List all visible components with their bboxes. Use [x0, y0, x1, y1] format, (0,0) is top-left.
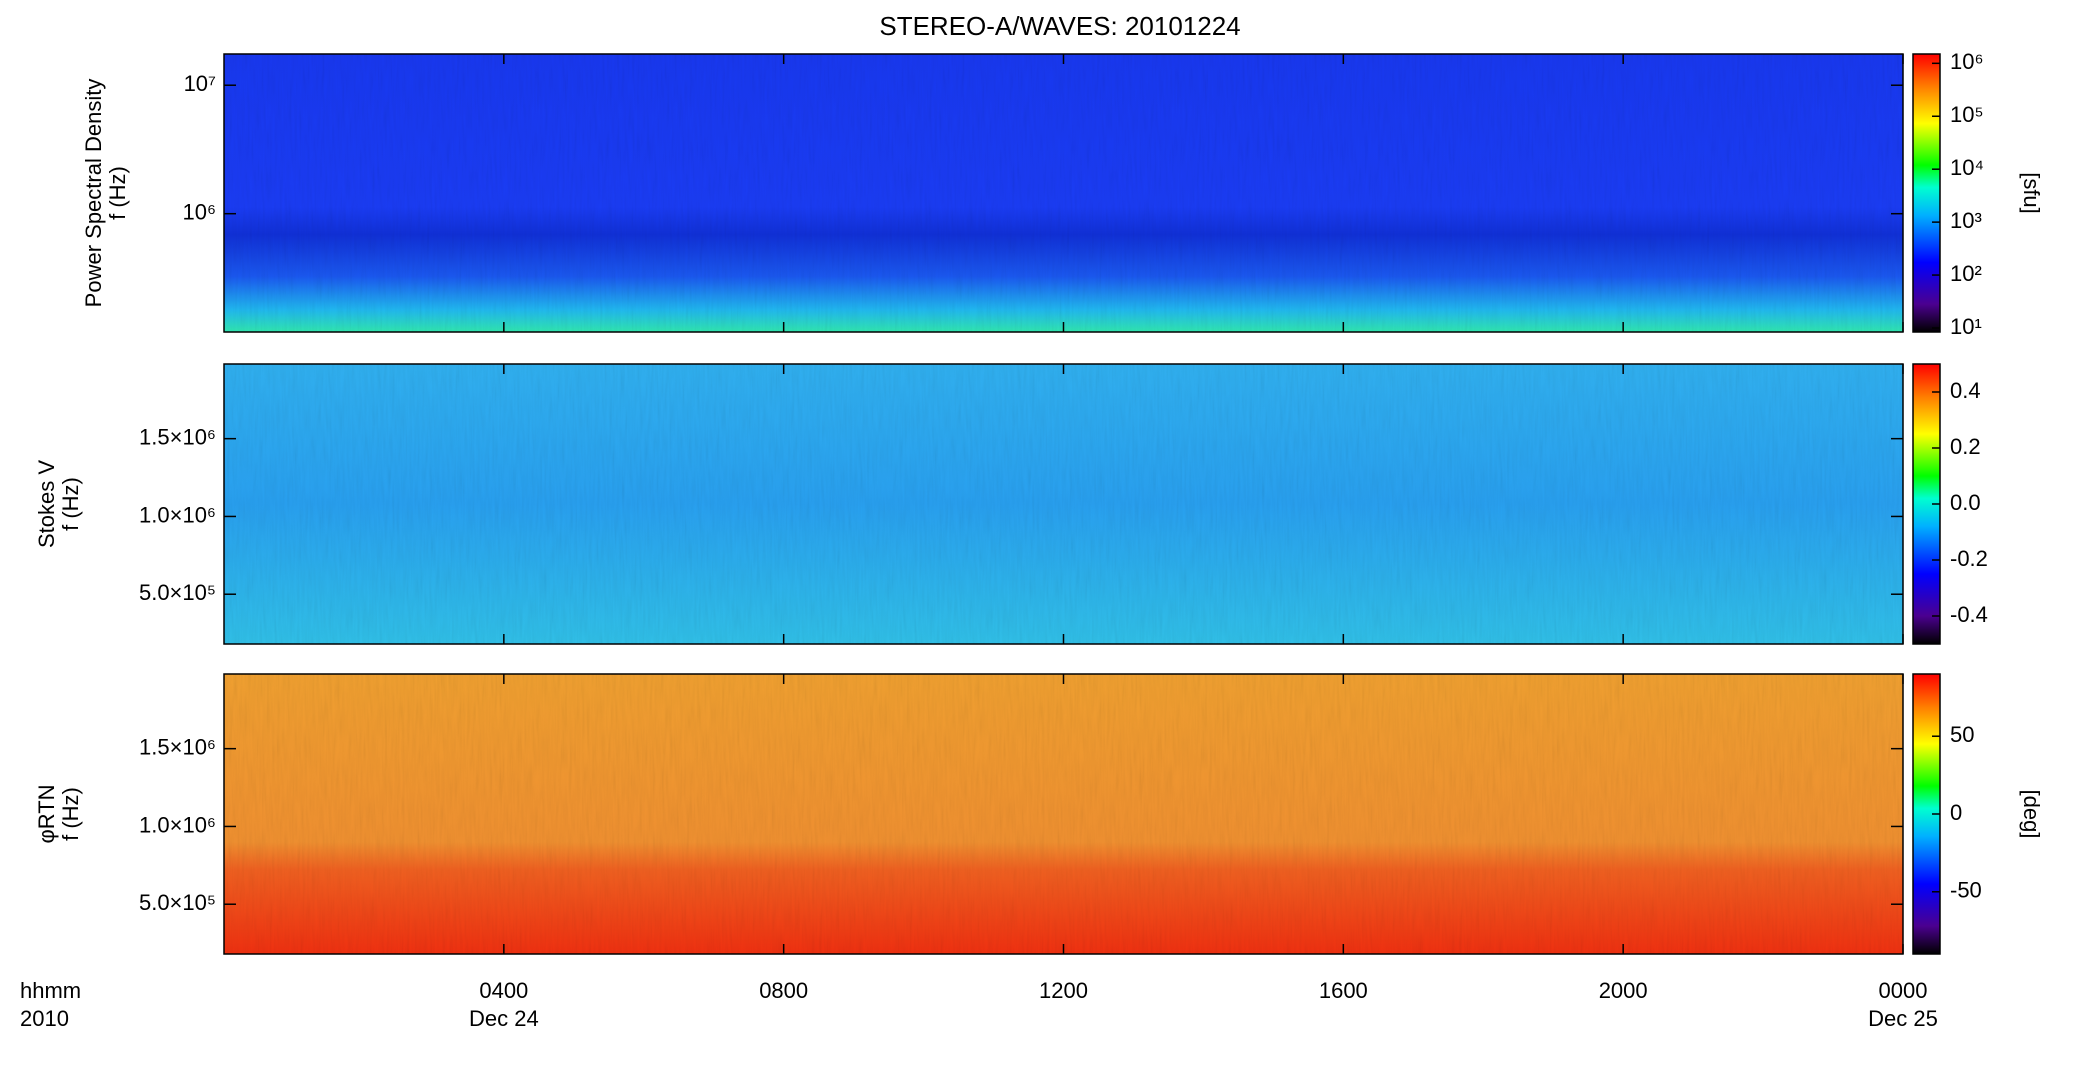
colorbar-tick-label: 10⁵ — [1950, 102, 1984, 127]
y-tick-label: 1.5×10⁶ — [139, 424, 216, 449]
colorbar-tick-label: 10³ — [1950, 208, 1982, 233]
x-tick-label: 0800 — [759, 978, 808, 1003]
x-date-label: Dec 24 — [469, 1006, 539, 1031]
colorbar-label: [sfu] — [2019, 172, 2044, 214]
colorbar-tick-label: 0.2 — [1950, 434, 1981, 459]
x-tick-label: 1200 — [1039, 978, 1088, 1003]
y-axis-label: f (Hz) — [58, 787, 83, 841]
colorbar-tick-label: 0.0 — [1950, 490, 1981, 515]
colorbar-tick-label: 10⁴ — [1950, 155, 1984, 180]
x-tick-label: 0000 — [1879, 978, 1928, 1003]
spectrogram-texture — [224, 364, 1903, 644]
y-tick-label: 5.0×10⁵ — [139, 580, 216, 605]
x-tick-label: 1600 — [1319, 978, 1368, 1003]
chart-title: STEREO-A/WAVES: 20101224 — [879, 11, 1240, 41]
y-tick-label: 1.0×10⁶ — [139, 502, 216, 527]
colorbar-tick-label: -0.2 — [1950, 546, 1988, 571]
x-tick-label: 2000 — [1599, 978, 1648, 1003]
y-tick-label: 1.0×10⁶ — [139, 812, 216, 837]
x-date-label: Dec 25 — [1868, 1006, 1938, 1031]
y-tick-label: 10⁷ — [184, 71, 216, 96]
spectrogram-texture — [224, 54, 1903, 332]
colorbar-tick-label: 0.4 — [1950, 378, 1981, 403]
y-axis-label: f (Hz) — [58, 477, 83, 531]
colorbar-tick-label: 10² — [1950, 261, 1982, 286]
colorbar-tick-label: 50 — [1950, 722, 1974, 747]
colorbar-tick-label: -50 — [1950, 878, 1982, 903]
y-axis-label: f (Hz) — [105, 166, 130, 220]
y-axis-label: φRTN — [34, 784, 59, 843]
colorbar-label: [deg] — [2019, 790, 2044, 839]
colorbar-tick-label: 10¹ — [1950, 314, 1982, 339]
colorbar-tick-label: -0.4 — [1950, 602, 1988, 627]
x-axis-label: hhmm — [20, 978, 81, 1003]
y-tick-label: 1.5×10⁶ — [139, 734, 216, 759]
y-axis-label: Stokes V — [34, 460, 59, 548]
colorbar — [1912, 53, 1941, 333]
x-axis-label: 2010 — [20, 1006, 69, 1031]
y-tick-label: 10⁶ — [182, 200, 216, 225]
spectrogram-texture — [224, 674, 1903, 954]
colorbar-tick-label: 10⁶ — [1950, 49, 1984, 74]
colorbar-tick-label: 0 — [1950, 800, 1962, 825]
y-axis-label: Power Spectral Density — [81, 79, 106, 308]
y-tick-label: 5.0×10⁵ — [139, 890, 216, 915]
x-tick-label: 0400 — [479, 978, 528, 1003]
